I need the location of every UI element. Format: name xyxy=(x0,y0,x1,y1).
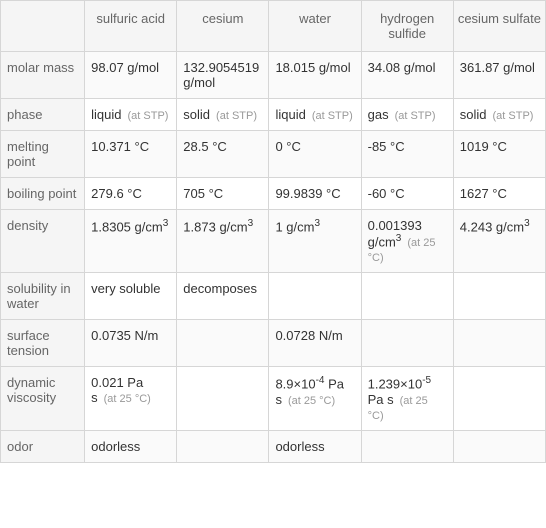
cell-value: 10.371 °C xyxy=(85,131,177,178)
cell-value: 361.87 g/mol xyxy=(453,52,545,99)
cell-value xyxy=(453,273,545,320)
header-hydrogen-sulfide: hydrogen sulfide xyxy=(361,1,453,52)
cell-value: 99.9839 °C xyxy=(269,178,361,210)
cell-sup: 3 xyxy=(248,218,254,229)
row-solubility: solubility in water very soluble decompo… xyxy=(1,273,546,320)
cell-value: gas (at STP) xyxy=(361,99,453,131)
cell-value: 1019 °C xyxy=(453,131,545,178)
header-empty xyxy=(1,1,85,52)
header-sulfuric-acid: sulfuric acid xyxy=(85,1,177,52)
cell-value: 4.243 g/cm3 xyxy=(453,210,545,273)
header-cesium: cesium xyxy=(177,1,269,52)
cell-value: -60 °C xyxy=(361,178,453,210)
header-row: sulfuric acid cesium water hydrogen sulf… xyxy=(1,1,546,52)
row-dynamic-viscosity: dynamic viscosity 0.021 Pa s(at 25 °C) 8… xyxy=(1,367,546,430)
header-cesium-sulfate: cesium sulfate xyxy=(453,1,545,52)
row-molar-mass: molar mass 98.07 g/mol 132.9054519 g/mol… xyxy=(1,52,546,99)
cell-text: 1 g/cm xyxy=(275,219,314,234)
row-label: dynamic viscosity xyxy=(1,367,85,430)
cell-value: 8.9×10-4 Pa s(at 25 °C) xyxy=(269,367,361,430)
cell-text: gas xyxy=(368,107,389,122)
row-label: phase xyxy=(1,99,85,131)
cell-pre: 1.239×10 xyxy=(368,377,423,392)
cell-text: liquid xyxy=(275,107,305,122)
row-density: density 1.8305 g/cm3 1.873 g/cm3 1 g/cm3… xyxy=(1,210,546,273)
cell-sup: 3 xyxy=(163,218,169,229)
cell-value: odorless xyxy=(269,430,361,462)
row-label: melting point xyxy=(1,131,85,178)
cell-post: Pa s xyxy=(368,392,394,407)
row-label: molar mass xyxy=(1,52,85,99)
cell-value xyxy=(361,430,453,462)
cell-value: 0.0728 N/m xyxy=(269,320,361,367)
cell-value: 1 g/cm3 xyxy=(269,210,361,273)
cell-value: 1.8305 g/cm3 xyxy=(85,210,177,273)
cell-sup: 3 xyxy=(314,218,320,229)
cell-value: -85 °C xyxy=(361,131,453,178)
cell-value: solid (at STP) xyxy=(453,99,545,131)
cell-text: solid xyxy=(183,107,210,122)
cell-sub: (at STP) xyxy=(128,110,169,122)
row-label: density xyxy=(1,210,85,273)
cell-value xyxy=(269,273,361,320)
cell-value: decomposes xyxy=(177,273,269,320)
cell-sub: (at STP) xyxy=(395,110,436,122)
cell-value: 18.015 g/mol xyxy=(269,52,361,99)
cell-value: liquid (at STP) xyxy=(269,99,361,131)
cell-text: 1.873 g/cm xyxy=(183,219,247,234)
cell-value: 98.07 g/mol xyxy=(85,52,177,99)
cell-text: liquid xyxy=(91,107,121,122)
cell-sub: (at STP) xyxy=(493,110,534,122)
row-label: surface tension xyxy=(1,320,85,367)
row-label: solubility in water xyxy=(1,273,85,320)
properties-table: sulfuric acid cesium water hydrogen sulf… xyxy=(0,0,546,463)
cell-sup: 3 xyxy=(524,218,530,229)
cell-value: 1.873 g/cm3 xyxy=(177,210,269,273)
cell-value: 0.021 Pa s(at 25 °C) xyxy=(85,367,177,430)
cell-value: 34.08 g/mol xyxy=(361,52,453,99)
cell-sub: (at STP) xyxy=(216,110,257,122)
row-label: odor xyxy=(1,430,85,462)
cell-value xyxy=(453,320,545,367)
cell-sub: (at 25 °C) xyxy=(288,395,335,407)
cell-value: 0.0735 N/m xyxy=(85,320,177,367)
cell-value: 132.9054519 g/mol xyxy=(177,52,269,99)
cell-value xyxy=(361,320,453,367)
cell-value xyxy=(453,367,545,430)
cell-value xyxy=(361,273,453,320)
cell-value: 28.5 °C xyxy=(177,131,269,178)
cell-sub: (at STP) xyxy=(312,110,353,122)
cell-value: odorless xyxy=(85,430,177,462)
cell-text: 1.8305 g/cm xyxy=(91,219,163,234)
cell-text: 4.243 g/cm xyxy=(460,219,524,234)
cell-value: 0 °C xyxy=(269,131,361,178)
cell-value: liquid (at STP) xyxy=(85,99,177,131)
cell-value: 705 °C xyxy=(177,178,269,210)
header-water: water xyxy=(269,1,361,52)
row-label: boiling point xyxy=(1,178,85,210)
cell-value: solid (at STP) xyxy=(177,99,269,131)
cell-value xyxy=(453,430,545,462)
row-boiling-point: boiling point 279.6 °C 705 °C 99.9839 °C… xyxy=(1,178,546,210)
row-phase: phase liquid (at STP) solid (at STP) liqui… xyxy=(1,99,546,131)
cell-sub: (at 25 °C) xyxy=(104,393,151,405)
row-surface-tension: surface tension 0.0735 N/m 0.0728 N/m xyxy=(1,320,546,367)
cell-value: very soluble xyxy=(85,273,177,320)
cell-value: 0.001393 g/cm3(at 25 °C) xyxy=(361,210,453,273)
cell-sup: -5 xyxy=(422,375,431,386)
cell-value xyxy=(177,320,269,367)
cell-value: 1627 °C xyxy=(453,178,545,210)
cell-value: 279.6 °C xyxy=(85,178,177,210)
cell-pre: 8.9×10 xyxy=(275,377,315,392)
cell-sup: 3 xyxy=(396,233,402,244)
cell-value: 1.239×10-5 Pa s(at 25 °C) xyxy=(361,367,453,430)
cell-value xyxy=(177,367,269,430)
cell-value xyxy=(177,430,269,462)
row-melting-point: melting point 10.371 °C 28.5 °C 0 °C -85… xyxy=(1,131,546,178)
cell-text: solid xyxy=(460,107,487,122)
row-odor: odor odorless odorless xyxy=(1,430,546,462)
